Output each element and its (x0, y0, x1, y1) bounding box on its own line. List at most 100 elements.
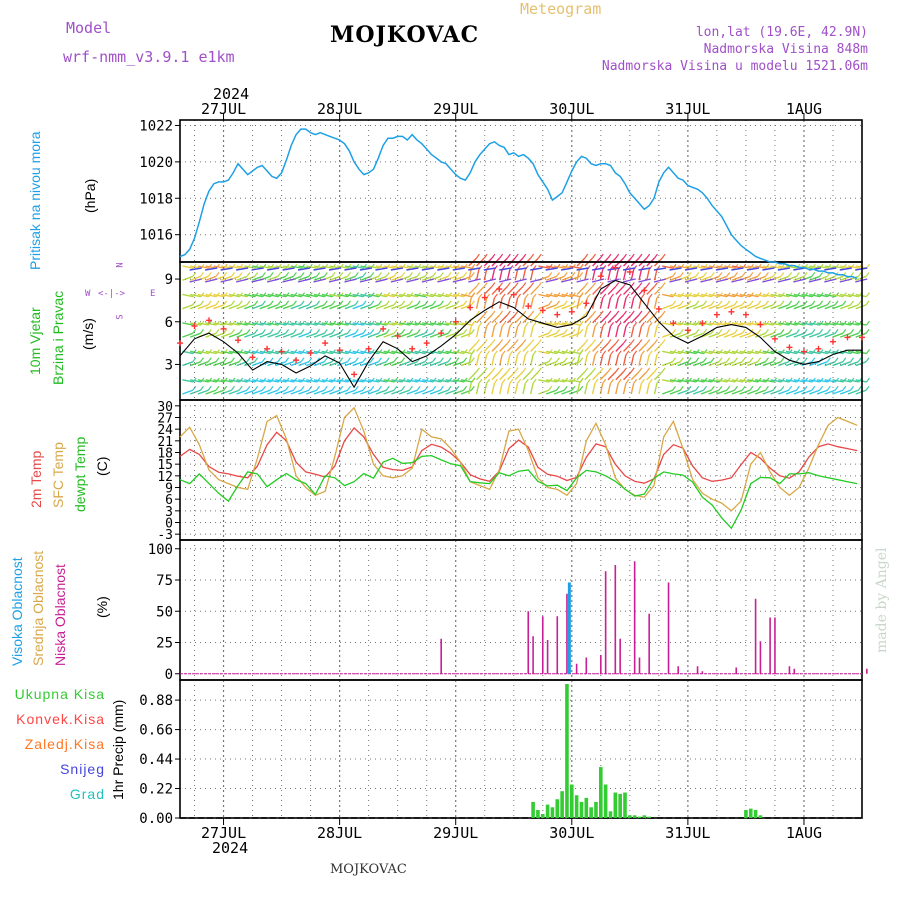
wind-barb-feather (661, 310, 666, 316)
wind-barb-feather (393, 385, 398, 391)
wind-barb-feather (742, 377, 747, 383)
wind-barb (445, 361, 457, 367)
wind-barb-feather (285, 377, 290, 383)
wind-barb (445, 322, 457, 326)
wind-barb-feather (672, 349, 677, 354)
wind-barb-feather (308, 292, 313, 297)
wind-barb-feather (475, 253, 480, 259)
wind-barb (329, 389, 341, 395)
wind-barb-feather (316, 328, 321, 334)
wind-barb-feather (811, 263, 816, 269)
wind-barb (607, 278, 620, 283)
wind-barb (576, 297, 581, 309)
wind-barb-feather (640, 293, 645, 299)
wind-barb (298, 350, 310, 355)
wind-barb (375, 267, 388, 271)
wind-barb-feather (842, 272, 847, 277)
wind-barb-feather (522, 282, 527, 287)
wind-barb-feather (207, 300, 212, 306)
wind-barb (182, 304, 193, 310)
wind-barb (630, 314, 640, 324)
wind-barb-feather (835, 349, 840, 354)
wind-barb-feather (563, 328, 568, 334)
wind-barb-feather (764, 328, 769, 334)
wind-barb (189, 389, 201, 395)
wind-barb-feather (393, 357, 398, 363)
panel-frame (179, 399, 863, 541)
wind-barb (576, 342, 586, 352)
temp-line-dew (179, 454, 858, 530)
wind-barb (809, 389, 820, 395)
wind-barb (429, 322, 441, 326)
wind-barb-feather (653, 282, 658, 287)
pressure-line (179, 128, 858, 280)
wind-barb (236, 275, 248, 281)
wind-barb-feather (764, 272, 769, 277)
wind-barb-feather (238, 385, 243, 391)
wind-barb (267, 304, 279, 310)
wind-barb-feather (463, 357, 468, 363)
wind-barb-feather (710, 357, 715, 363)
wind-barb-feather (483, 253, 488, 259)
wind-barb-feather (215, 349, 220, 354)
wind-barb (638, 383, 643, 395)
wind-barb (453, 350, 465, 355)
wind-barb (352, 304, 364, 310)
wind-barb-feather (409, 320, 414, 326)
wind-barb (591, 269, 596, 281)
y-tick-label: 30 (157, 400, 173, 415)
wind-barb-feather (850, 385, 855, 391)
wind-barb (220, 361, 232, 367)
wind-barb (228, 389, 240, 395)
wind-barb (244, 379, 256, 383)
wind-barb (391, 275, 402, 281)
wind-barb (189, 361, 201, 367)
top-year-label: 2024 (213, 85, 250, 103)
wind-barb-feather (292, 385, 297, 391)
wind-barb-feather (646, 339, 651, 344)
wind-barb (677, 293, 689, 298)
wind-barb (847, 361, 859, 367)
wind-barb (236, 332, 248, 338)
wind-barb (770, 265, 782, 269)
wind-barb-feather (455, 263, 460, 269)
wind-barb (592, 371, 601, 381)
wind-barb (615, 371, 624, 381)
wind-barb (793, 389, 805, 395)
wind-barb-feather (230, 357, 235, 363)
wind-barb (576, 286, 586, 295)
wind-barb (205, 332, 217, 338)
wind-barb-feather (230, 272, 235, 277)
wind-barb-feather (293, 349, 298, 354)
wind-barb-feather (269, 385, 274, 391)
wind-barb (375, 332, 387, 338)
wind-barb (855, 350, 867, 355)
wind-barb (661, 389, 673, 395)
wind-barb-feather (749, 300, 754, 306)
wind-barb-feather (347, 349, 352, 354)
wind-barb-feather (842, 292, 847, 297)
precip-bar (589, 807, 593, 818)
precip-bar (628, 815, 632, 818)
wind-barb-feather (609, 378, 614, 384)
wind-barb-feather (571, 377, 576, 383)
wind-barb-feather (277, 385, 282, 391)
wind-barb-feather (638, 339, 643, 344)
wind-barb (344, 304, 356, 310)
wind-barb (824, 350, 836, 355)
wind-barb-feather (401, 292, 406, 297)
wind-barb (777, 267, 790, 271)
wind-barb (228, 332, 240, 338)
wind-barb-feather (493, 322, 498, 327)
wind-barb-feather (393, 320, 398, 326)
wind-barb (662, 265, 674, 269)
wind-barb (816, 379, 828, 383)
wind-barb (275, 304, 286, 310)
wind-barb (785, 350, 797, 355)
wind-barb-feather (316, 385, 321, 391)
wind-barb (267, 322, 279, 326)
wind-barb (770, 293, 782, 298)
wind-barb-feather (254, 263, 259, 269)
wind-barb (840, 322, 852, 326)
wind-barb-feather (486, 350, 491, 356)
